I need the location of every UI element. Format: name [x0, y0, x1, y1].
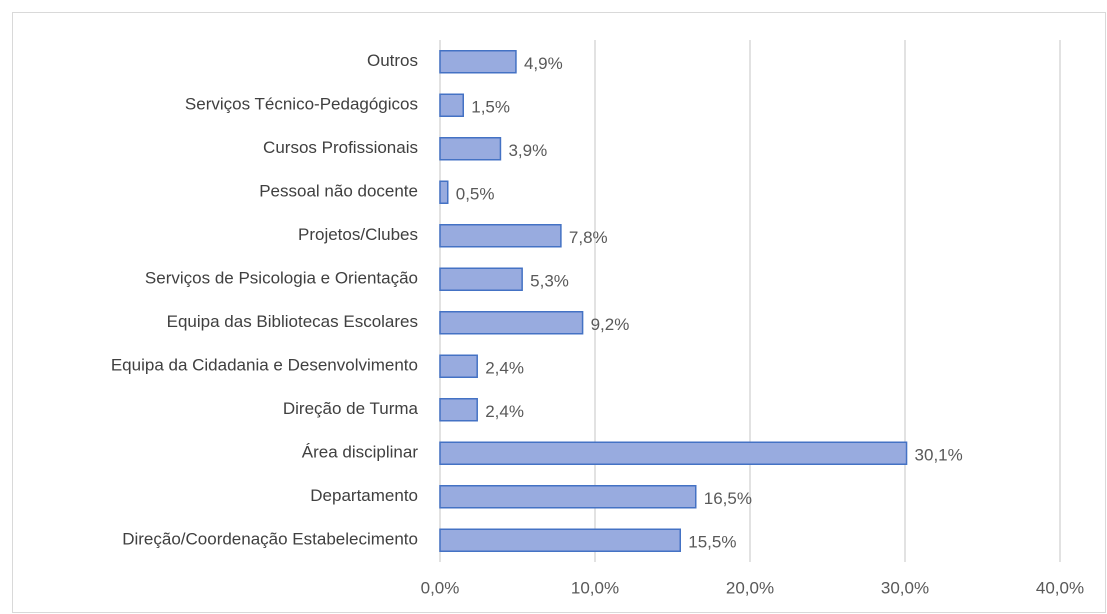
y-tick-label: Direção/Coordenação Estabelecimento: [122, 530, 418, 549]
bar: [439, 441, 908, 465]
bar: [439, 93, 464, 117]
value-label: 15,5%: [688, 533, 736, 552]
value-label: 5,3%: [530, 272, 569, 291]
value-label: 3,9%: [508, 141, 547, 160]
y-tick-label: Equipa das Bibliotecas Escolares: [167, 312, 418, 331]
bar: [439, 398, 478, 422]
x-tick-label: 10,0%: [571, 578, 619, 597]
value-label: 9,2%: [591, 315, 630, 334]
value-label: 4,9%: [524, 54, 563, 73]
x-tick-label: 20,0%: [726, 578, 774, 597]
y-tick-label: Direção de Turma: [283, 399, 419, 418]
y-tick-label: Cursos Profissionais: [263, 138, 418, 157]
value-label: 16,5%: [704, 489, 752, 508]
value-label: 2,4%: [485, 359, 524, 378]
bar: [439, 354, 478, 378]
bar: [439, 137, 502, 161]
bar: [439, 180, 449, 204]
bar: [439, 50, 517, 74]
y-tick-label: Equipa da Cidadania e Desenvolvimento: [111, 356, 418, 375]
bar: [439, 528, 681, 552]
x-tick-label: 0,0%: [421, 578, 460, 597]
value-label: 7,8%: [569, 228, 608, 247]
bar: [439, 224, 562, 248]
bar: [439, 267, 523, 291]
y-tick-label: Projetos/Clubes: [298, 225, 418, 244]
x-tick-label: 40,0%: [1036, 578, 1084, 597]
bar: [439, 311, 584, 335]
y-tick-label: Departamento: [310, 486, 418, 505]
value-label: 30,1%: [915, 446, 963, 465]
y-tick-label: Área disciplinar: [302, 443, 419, 462]
y-tick-label: Serviços de Psicologia e Orientação: [145, 269, 418, 288]
y-tick-label: Serviços Técnico-Pedagógicos: [185, 95, 418, 114]
value-label: 2,4%: [485, 402, 524, 421]
y-tick-label: Outros: [367, 51, 418, 70]
x-tick-label: 30,0%: [881, 578, 929, 597]
value-label: 0,5%: [456, 185, 495, 204]
chart-frame: [12, 12, 1106, 613]
bar: [439, 485, 697, 509]
y-tick-label: Pessoal não docente: [259, 182, 418, 201]
value-label: 1,5%: [471, 98, 510, 117]
